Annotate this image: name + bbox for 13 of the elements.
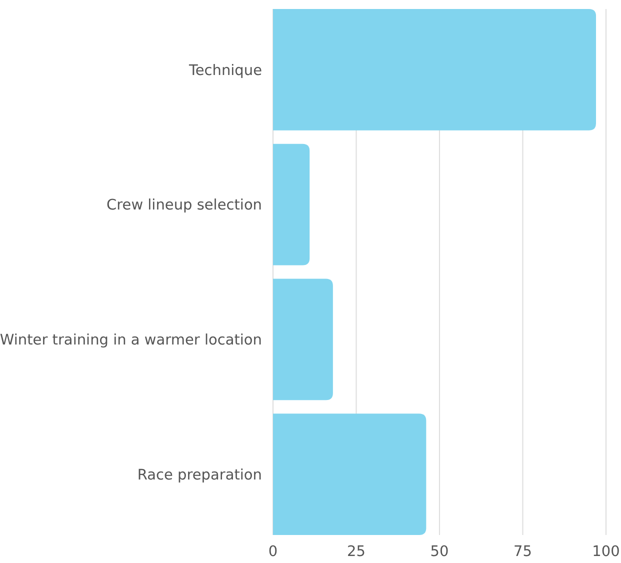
y-tick-label: Winter training in a warmer location — [0, 332, 262, 349]
bar — [273, 414, 426, 535]
x-tick-label: 50 — [430, 544, 449, 560]
x-tick-label: 100 — [592, 544, 620, 560]
x-tick-label: 75 — [514, 544, 532, 560]
y-tick-label: Technique — [188, 62, 262, 79]
x-tick-label: 0 — [268, 544, 278, 560]
x-tick-label: 25 — [347, 544, 366, 560]
bar — [273, 9, 596, 130]
bar — [273, 278, 333, 400]
bar — [273, 144, 310, 266]
y-tick-label: Crew lineup selection — [106, 198, 262, 214]
y-tick-label: Race preparation — [137, 467, 262, 484]
